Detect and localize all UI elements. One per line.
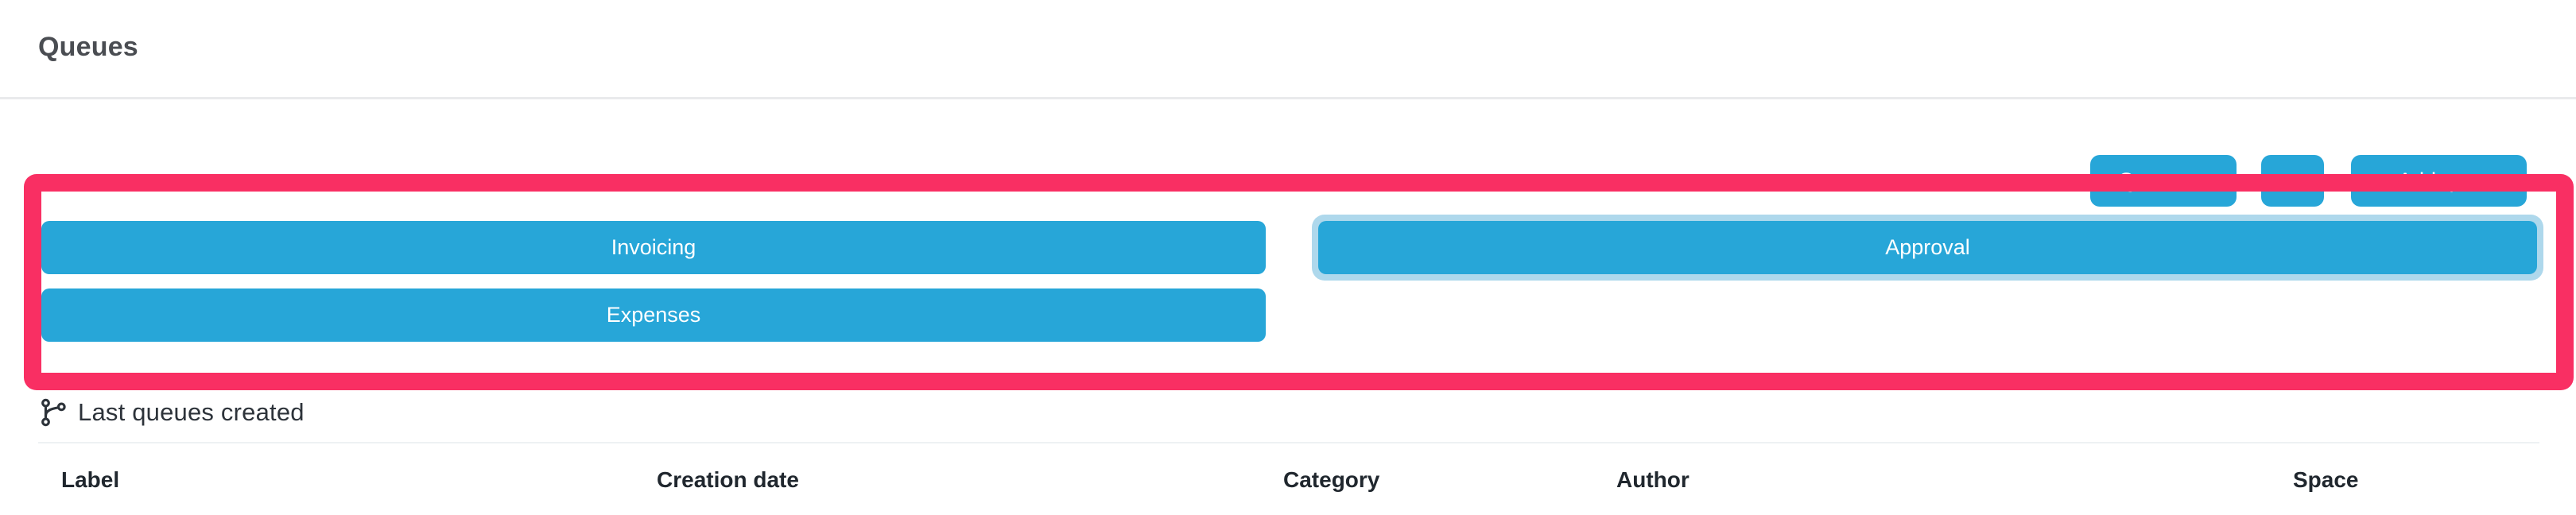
- header-divider: [0, 97, 2576, 99]
- plus-icon: +: [2376, 166, 2390, 193]
- queue-approval-highlight-ring: Approval: [1312, 215, 2543, 281]
- queues-dropdown-label: Queues: [2117, 168, 2194, 192]
- add-queue-button[interactable]: + Add queue: [2351, 155, 2527, 207]
- queues-dropdown-button[interactable]: Queues ▾: [2090, 155, 2237, 207]
- section-title: Last queues created: [78, 398, 305, 426]
- column-header-label: Label: [61, 467, 120, 492]
- ruler-tool-button[interactable]: [2261, 155, 2324, 207]
- page-title: Queues: [38, 32, 138, 62]
- queue-button-expenses[interactable]: Expenses: [41, 288, 1266, 342]
- column-header-category: Category: [1283, 467, 1380, 492]
- queue-label: Expenses: [606, 303, 701, 327]
- git-branch-icon: [41, 398, 66, 427]
- ruler-icon: [2279, 173, 2306, 188]
- queue-label: Invoicing: [611, 235, 696, 259]
- add-queue-label: Add queue: [2397, 168, 2502, 192]
- table-header-row: Label Creation date Category Author Spac…: [0, 467, 2576, 494]
- column-header-space: Space: [2293, 467, 2359, 492]
- column-header-author: Author: [1616, 467, 1690, 492]
- queue-button-invoicing[interactable]: Invoicing: [41, 221, 1266, 274]
- section-divider: [38, 442, 2539, 443]
- queue-button-approval[interactable]: Approval: [1318, 221, 2537, 274]
- chevron-down-icon: ▾: [2201, 174, 2209, 191]
- column-header-creation-date: Creation date: [657, 467, 799, 492]
- last-queues-section-heading: Last queues created: [38, 394, 305, 431]
- queue-label: Approval: [1885, 235, 1970, 259]
